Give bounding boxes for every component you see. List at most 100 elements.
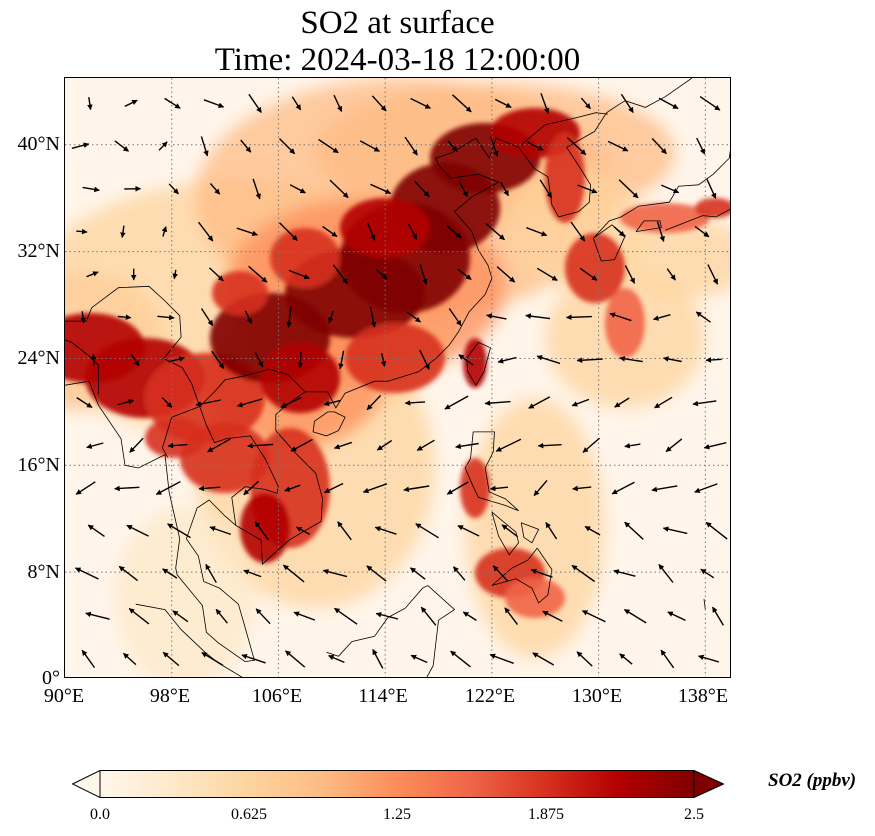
wind-arrow — [371, 95, 387, 112]
wind-arrow — [203, 99, 225, 108]
so2-core — [505, 578, 565, 618]
wind-arrow — [207, 438, 231, 453]
wind-arrow — [82, 186, 100, 193]
lon-tick-138e: 138°E — [677, 685, 729, 707]
wind-arrow — [662, 356, 682, 363]
wind-arrow — [447, 140, 458, 152]
colorbar-tick-125: 1.25 — [383, 806, 411, 823]
wind-arrow — [86, 271, 99, 278]
wind-arrow — [403, 485, 430, 492]
wind-arrow — [158, 141, 168, 151]
wind-arrow — [705, 357, 722, 363]
wind-arrow — [117, 399, 135, 406]
wind-arrow — [495, 438, 522, 452]
wind-arrow — [699, 96, 721, 111]
wind-arrow — [697, 654, 719, 663]
coastline — [65, 285, 182, 359]
wind-arrow — [486, 313, 507, 320]
wind-arrow — [114, 485, 140, 492]
wind-arrow — [623, 608, 647, 624]
wind-arrow — [525, 313, 551, 320]
wind-arrow — [209, 183, 221, 195]
wind-arrow — [215, 608, 228, 624]
wind-arrow — [614, 397, 630, 408]
wind-arrow — [120, 225, 126, 239]
wind-arrow — [328, 310, 334, 324]
wind-arrow — [579, 267, 598, 281]
wind-arrow — [332, 264, 349, 285]
wind-arrow — [322, 225, 338, 238]
wind-arrow — [404, 136, 418, 156]
wind-arrow — [566, 314, 592, 321]
wind-arrow — [128, 607, 150, 625]
wind-arrow — [545, 522, 558, 540]
lon-tick-98e: 98°E — [149, 685, 191, 707]
wind-arrow — [419, 349, 430, 371]
colorbar-label: SO2 (ppbv) — [768, 770, 857, 791]
wind-arrow — [247, 442, 274, 449]
coastline — [65, 339, 99, 395]
colorbar-tick-1875: 1.875 — [528, 806, 564, 823]
wind-arrow — [619, 356, 643, 363]
wind-arrow — [457, 524, 480, 537]
coastline — [703, 598, 706, 610]
wind-arrow — [280, 396, 302, 409]
wind-arrow — [282, 564, 305, 583]
so2-core — [695, 198, 730, 218]
wind-arrow — [243, 569, 262, 578]
colorbar-tick-0: 0.0 — [90, 806, 110, 823]
wind-arrow — [333, 441, 353, 450]
wind-arrow — [126, 524, 149, 537]
wind-arrow — [76, 228, 88, 235]
wind-arrow — [209, 526, 232, 536]
wind-arrow — [404, 400, 426, 406]
wind-arrow — [572, 485, 592, 492]
wind-arrow — [74, 567, 99, 580]
wind-arrow — [248, 265, 268, 283]
wind-arrow — [286, 306, 292, 328]
so2-core — [145, 418, 205, 458]
wind-arrow — [618, 179, 639, 199]
wind-arrow — [500, 181, 510, 197]
wind-arrow — [117, 314, 132, 320]
wind-arrow — [366, 565, 387, 582]
wind-arrow — [576, 651, 593, 667]
wind-arrow — [661, 184, 680, 194]
wind-arrow — [76, 397, 93, 409]
wind-arrow — [527, 141, 544, 151]
wind-arrow — [458, 180, 469, 198]
wind-arrow — [410, 567, 426, 580]
wind-arrow — [580, 97, 591, 110]
colorbar-tick-25: 2.5 — [684, 806, 704, 823]
wind-arrow — [666, 268, 676, 281]
wind-arrow — [114, 140, 129, 152]
so2-core — [270, 228, 340, 288]
wind-arrow — [707, 264, 719, 285]
wind-arrow — [164, 97, 181, 109]
wind-arrow — [172, 610, 189, 623]
wind-arrow — [484, 400, 511, 406]
wind-arrow — [576, 357, 603, 364]
wind-arrow — [658, 563, 674, 583]
wind-arrow — [462, 611, 477, 621]
wind-arrow — [211, 350, 225, 369]
wind-arrow — [172, 269, 178, 280]
wind-arrow — [252, 178, 261, 200]
wind-arrow — [248, 93, 262, 113]
wind-arrow — [652, 314, 671, 321]
wind-arrow — [455, 442, 479, 450]
wind-arrow — [323, 399, 341, 407]
coastline — [199, 406, 279, 526]
wind-arrow — [328, 654, 345, 664]
wind-arrow — [528, 396, 551, 409]
wind-arrow — [607, 140, 629, 152]
wind-arrow — [497, 356, 517, 364]
wind-arrow — [494, 98, 512, 109]
wind-arrow — [613, 226, 625, 237]
wind-arrow — [241, 653, 266, 664]
map-panel — [64, 77, 731, 678]
wind-arrow — [532, 652, 555, 666]
wind-arrow — [129, 437, 144, 453]
wind-arrow — [581, 610, 606, 623]
wind-arrow — [290, 438, 313, 452]
